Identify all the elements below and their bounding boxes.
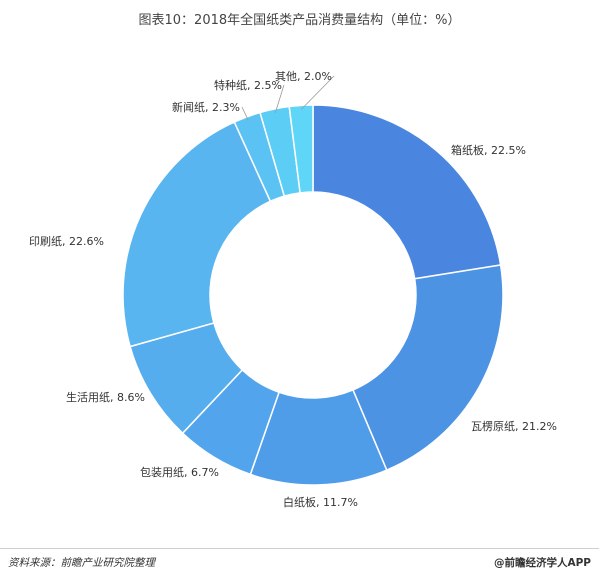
slice-label-0: 箱纸板, 22.5%	[451, 143, 526, 157]
chart-title: 图表10：2018年全国纸类产品消费量结构（单位：%）	[138, 13, 461, 28]
slice-label-3: 包装用纸, 6.7%	[140, 466, 219, 479]
slice-label-8: 其他, 2.0%	[275, 70, 332, 83]
leader-line-8	[301, 75, 335, 110]
leaders-group	[241, 75, 335, 121]
slice-label-4: 生活用纸, 8.6%	[66, 390, 145, 404]
slice-label-5: 印刷纸, 22.6%	[29, 235, 104, 248]
footer-divider	[0, 548, 599, 549]
slice-5	[122, 121, 272, 348]
slice-label-6: 新闻纸, 2.3%	[172, 100, 240, 114]
slice-label-2: 白纸板, 11.7%	[283, 495, 358, 509]
slice-0	[312, 104, 502, 280]
source-note: 资料来源：前瞻产业研究院整理	[8, 557, 155, 569]
slice-8	[288, 104, 314, 194]
labels-group: 箱纸板, 22.5% 瓦楞原纸, 21.2% 白纸板, 11.7% 包装用纸, 6.7…	[29, 70, 557, 509]
brand-mark: @前瞻经济学人APP	[494, 555, 591, 570]
leader-line-6	[241, 106, 249, 121]
slice-label-7: 特种纸, 2.5%	[214, 78, 282, 92]
slice-1	[351, 264, 504, 472]
leader-line-7	[274, 84, 285, 113]
slices-group	[122, 104, 504, 486]
brand-text: @前瞻经济学人APP	[493, 557, 591, 569]
slice-label-1: 瓦楞原纸, 21.2%	[471, 419, 557, 433]
